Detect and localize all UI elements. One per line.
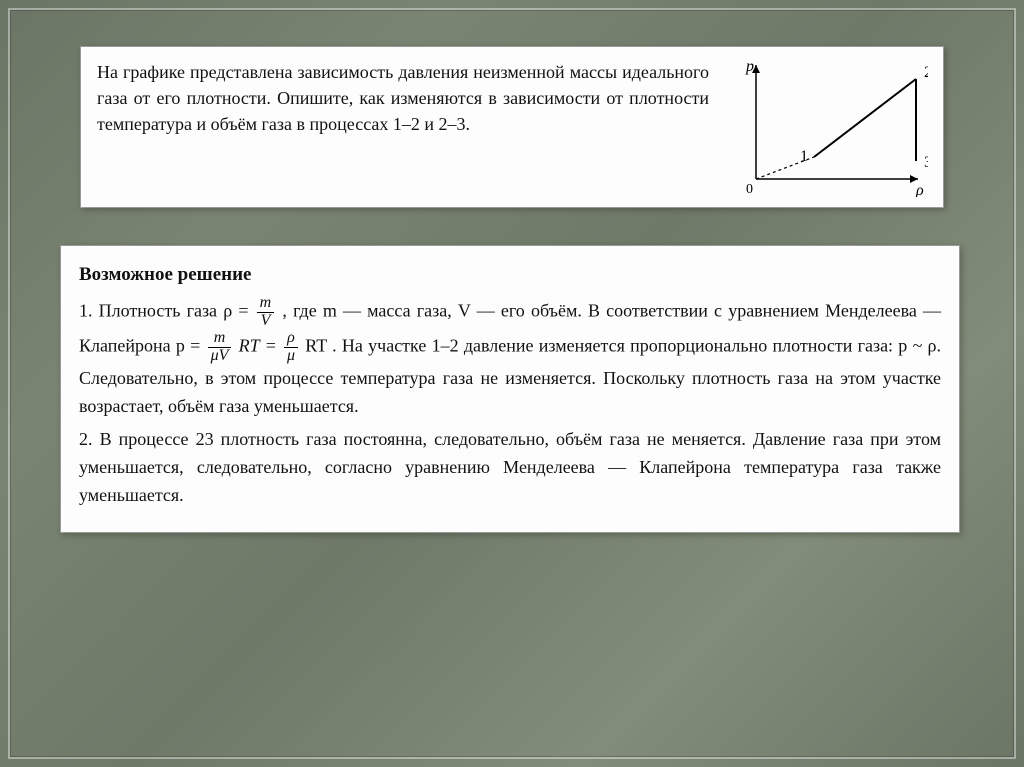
svg-text:ρ: ρ bbox=[915, 182, 924, 197]
p-rho-chart: p ρ 0 1 2 3 bbox=[728, 57, 928, 197]
svg-text:0: 0 bbox=[746, 182, 753, 197]
chart-container: p ρ 0 1 2 3 bbox=[723, 47, 943, 207]
frac3-num: ρ bbox=[284, 330, 298, 348]
p1-text-c: RT = bbox=[239, 335, 277, 355]
problem-panel: На графике представлена зависимость давл… bbox=[80, 46, 944, 208]
frac2-num: m bbox=[208, 330, 232, 348]
frac2-den: μV bbox=[208, 348, 232, 365]
solution-panel: Возможное решение 1. Плотность газа ρ = … bbox=[60, 245, 960, 533]
problem-text: На графике представлена зависимость давл… bbox=[81, 47, 723, 207]
svg-text:1: 1 bbox=[800, 148, 808, 165]
p1-text-a: 1. Плотность газа ρ = bbox=[79, 301, 249, 321]
svg-text:2: 2 bbox=[924, 64, 928, 81]
svg-text:3: 3 bbox=[924, 154, 928, 171]
fraction-m-over-v: m V bbox=[257, 295, 275, 330]
frac1-den: V bbox=[257, 313, 275, 330]
svg-text:p: p bbox=[745, 58, 754, 75]
solution-paragraph-1: 1. Плотность газа ρ = m V , где m — масс… bbox=[79, 295, 941, 420]
frac3-den: μ bbox=[284, 348, 298, 365]
frac1-num: m bbox=[257, 295, 275, 313]
solution-heading: Возможное решение bbox=[79, 260, 941, 289]
solution-paragraph-2: 2. В процессе 23 плотность газа постоянн… bbox=[79, 426, 941, 510]
fraction-m-over-muv: m μV bbox=[208, 330, 232, 365]
fraction-rho-over-mu: ρ μ bbox=[284, 330, 298, 365]
